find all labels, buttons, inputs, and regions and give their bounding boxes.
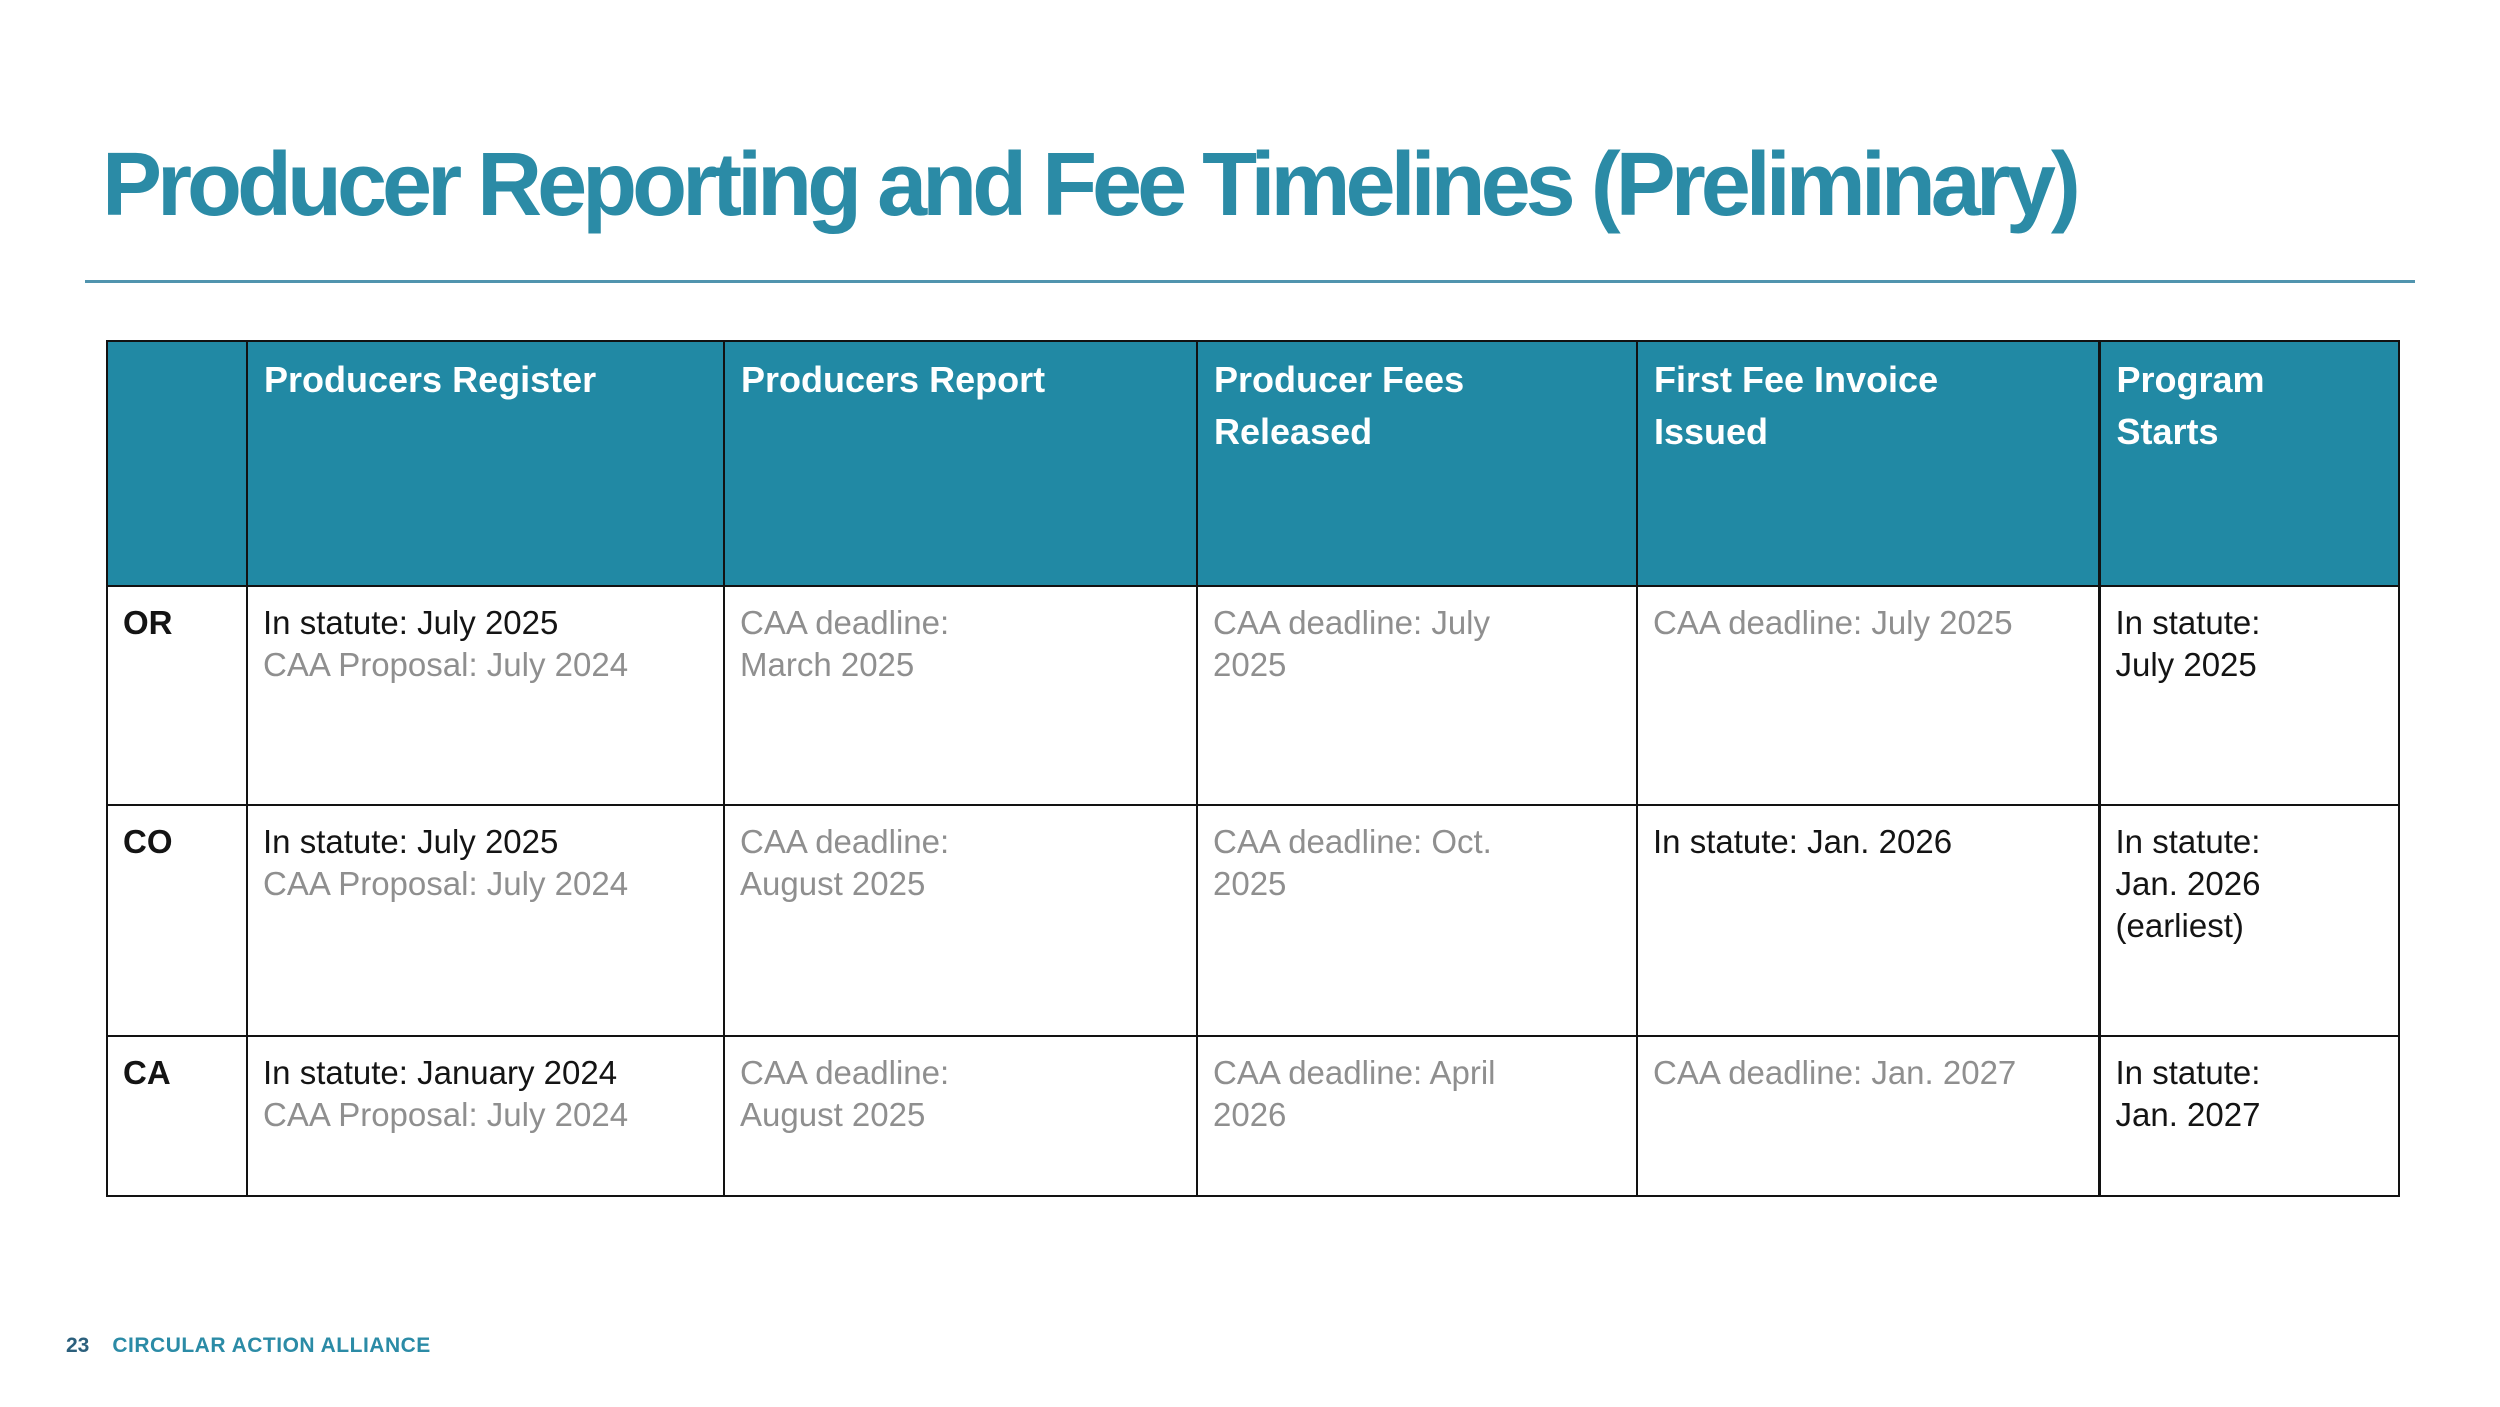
header-cell-producer-fees-released: Producer Fees Released [1196,340,1638,587]
page-number: 23 [66,1334,90,1357]
state-label-co: CO [106,804,248,1037]
cell-or-first-fee-invoice-issued: CAA deadline: July 2025 [1636,585,2100,806]
cell-ca-producers-report: CAA deadline: August 2025 [723,1035,1198,1197]
page-title: Producer Reporting and Fee Timelines (Pr… [102,135,2081,235]
cell-ca-producers-register: In statute: January 2024 CAA Proposal: Ju… [246,1035,725,1197]
table-header-row: Producers Register Producers Report Prod… [106,340,2400,587]
cell-co-first-fee-invoice-issued: In statute: Jan. 2026 [1636,804,2100,1037]
producer-timelines-table: Producers Register Producers Report Prod… [106,340,2400,1197]
header-cell-program-starts: Program Starts [2097,340,2400,587]
cell-co-program-starts: In statute: Jan. 2026 (earliest) [2097,804,2400,1037]
cell-ca-first-fee-invoice-issued: CAA deadline: Jan. 2027 [1636,1035,2100,1197]
table-row-or: OR In statute: July 2025 CAA Proposal: Ju… [106,585,2400,806]
table-row-co: CO In statute: July 2025 CAA Proposal: Ju… [106,804,2400,1037]
cell-co-producers-register: In statute: July 2025 CAA Proposal: July … [246,804,725,1037]
cell-ca-program-starts: In statute: Jan. 2027 [2097,1035,2400,1197]
header-cell-first-fee-invoice-issued: First Fee Invoice Issued [1636,340,2100,587]
cell-co-producers-report: CAA deadline: August 2025 [723,804,1198,1037]
cell-or-program-starts: In statute: July 2025 [2097,585,2400,806]
cell-or-producers-report: CAA deadline: March 2025 [723,585,1198,806]
brand-name: CIRCULAR ACTION ALLIANCE [112,1334,431,1357]
table-row-ca: CA In statute: January 2024 CAA Proposal:… [106,1035,2400,1197]
state-label-ca: CA [106,1035,248,1197]
cell-ca-producer-fees-released: CAA deadline: April 2026 [1196,1035,1638,1197]
cell-co-producer-fees-released: CAA deadline: Oct. 2025 [1196,804,1638,1037]
header-cell-state [106,340,248,587]
header-cell-producers-report: Producers Report [723,340,1198,587]
state-label-or: OR [106,585,248,806]
cell-or-producers-register: In statute: July 2025 CAA Proposal: July … [246,585,725,806]
header-cell-producers-register: Producers Register [246,340,725,587]
cell-or-producer-fees-released: CAA deadline: July 2025 [1196,585,1638,806]
slide-footer: 23 CIRCULAR ACTION ALLIANCE [66,1334,431,1358]
title-divider [85,280,2415,283]
